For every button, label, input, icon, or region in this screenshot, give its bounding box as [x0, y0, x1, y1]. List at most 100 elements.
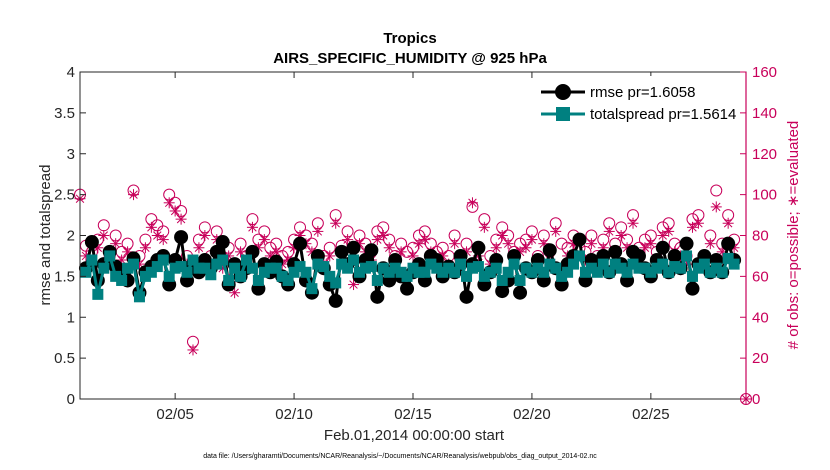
rmse-point	[495, 284, 510, 299]
legend-totalspread-marker	[556, 107, 570, 121]
obs-evaluated-point	[413, 238, 425, 250]
y-tick-label: 1.5	[54, 268, 75, 285]
y2-tick-label: 120	[752, 146, 777, 163]
asterisk-stroke	[480, 223, 489, 232]
totalspread-point	[211, 258, 223, 270]
rmse-point	[346, 240, 361, 255]
totalspread-point	[550, 262, 562, 274]
x-tick-label: 02/15	[394, 406, 432, 423]
totalspread-point	[241, 254, 252, 266]
totalspread-point	[157, 254, 169, 266]
totalspread-point	[92, 288, 104, 300]
totalspread-point	[270, 262, 282, 274]
rmse-point	[370, 289, 385, 304]
asterisk-stroke	[539, 239, 549, 248]
totalspread-point	[365, 261, 377, 273]
rmse-point	[667, 248, 682, 263]
obs-evaluated-point	[187, 344, 199, 356]
rmse-point	[334, 244, 349, 259]
totalspread-point	[455, 258, 467, 270]
totalspread-point	[437, 266, 449, 278]
rmse-point	[679, 236, 694, 251]
totalspread-point	[110, 270, 122, 282]
rmse-point	[174, 230, 189, 245]
obs-evaluated-point	[490, 242, 502, 254]
asterisk-stroke	[384, 243, 394, 253]
obs-evaluated-point	[449, 238, 461, 250]
totalspread-point	[193, 262, 205, 274]
totalspread-point	[151, 261, 163, 273]
totalspread-point	[675, 262, 687, 274]
x-tick-label: 02/10	[275, 406, 313, 423]
totalspread-point	[526, 266, 538, 278]
totalspread-point	[568, 258, 580, 270]
y2-tick-label: 160	[752, 64, 777, 81]
legend: rmse pr=1.6058 totalspread pr=1.5614	[535, 76, 740, 126]
obs-evaluated-point	[98, 230, 110, 241]
totalspread-point	[359, 262, 371, 274]
totalspread-point	[318, 261, 330, 273]
obs-evaluated-point	[686, 221, 698, 233]
asterisk-stroke	[664, 227, 673, 236]
totalspread-point	[407, 262, 419, 274]
legend-totalspread-label: totalspread pr=1.5614	[590, 106, 736, 123]
totalspread-point	[639, 262, 651, 274]
totalspread-point	[353, 266, 365, 278]
totalspread-point	[348, 254, 360, 266]
totalspread-point	[520, 262, 532, 274]
totalspread-point	[116, 274, 128, 286]
asterisk-stroke	[373, 235, 382, 244]
totalspread-point	[282, 274, 294, 286]
asterisk-stroke	[497, 231, 507, 240]
asterisk-stroke	[141, 243, 150, 253]
totalspread-point	[591, 266, 603, 278]
totalspread-point	[294, 261, 306, 273]
asterisk-stroke	[99, 231, 109, 240]
legend-rmse-marker	[555, 84, 571, 100]
obs-evaluated-point	[151, 230, 163, 241]
totalspread-point	[276, 270, 288, 282]
totalspread-point	[461, 270, 473, 282]
y2-tick-label: 80	[752, 228, 769, 245]
totalspread-point	[449, 266, 461, 278]
totalspread-point	[425, 258, 437, 270]
totalspread-point	[556, 270, 568, 282]
totalspread-point	[252, 274, 264, 286]
totalspread-point	[312, 258, 324, 270]
asterisk-stroke	[331, 218, 340, 228]
asterisk-stroke	[628, 218, 638, 228]
obs-evaluated-point	[163, 197, 175, 209]
totalspread-point	[651, 262, 663, 274]
totalspread-point	[633, 262, 645, 274]
totalspread-point	[377, 262, 389, 274]
obs-evaluated-point	[157, 234, 169, 246]
obs-evaluated-point	[128, 189, 140, 201]
obs-possible-point	[555, 237, 568, 250]
asterisk-stroke	[450, 239, 459, 248]
obs-possible-point	[710, 184, 723, 197]
asterisk-stroke	[313, 227, 323, 236]
chart-subtitle: AIRS_SPECIFIC_HUMIDITY @ 925 hPa	[273, 50, 547, 67]
asterisk-stroke	[153, 231, 162, 240]
rmse-point	[84, 235, 99, 250]
totalspread-point	[597, 258, 609, 270]
asterisk-stroke	[159, 235, 168, 244]
totalspread-point	[722, 252, 734, 264]
obs-evaluated-point	[145, 221, 157, 233]
asterisk-stroke	[414, 239, 424, 248]
totalspread-point	[145, 266, 157, 278]
totalspread-point	[663, 266, 675, 278]
obs-evaluated-point	[478, 221, 490, 233]
asterisk-stroke	[194, 243, 204, 253]
obs-evaluated-point	[175, 213, 187, 225]
totalspread-point	[698, 258, 710, 270]
totalspread-point	[431, 262, 443, 274]
totalspread-point	[532, 262, 544, 274]
totalspread-point	[229, 262, 241, 274]
totalspread-point	[544, 258, 556, 270]
rmse-point	[608, 244, 623, 259]
totalspread-point	[585, 262, 597, 274]
obs-evaluated-point	[139, 242, 151, 254]
y-tick-label: 4	[67, 64, 75, 81]
